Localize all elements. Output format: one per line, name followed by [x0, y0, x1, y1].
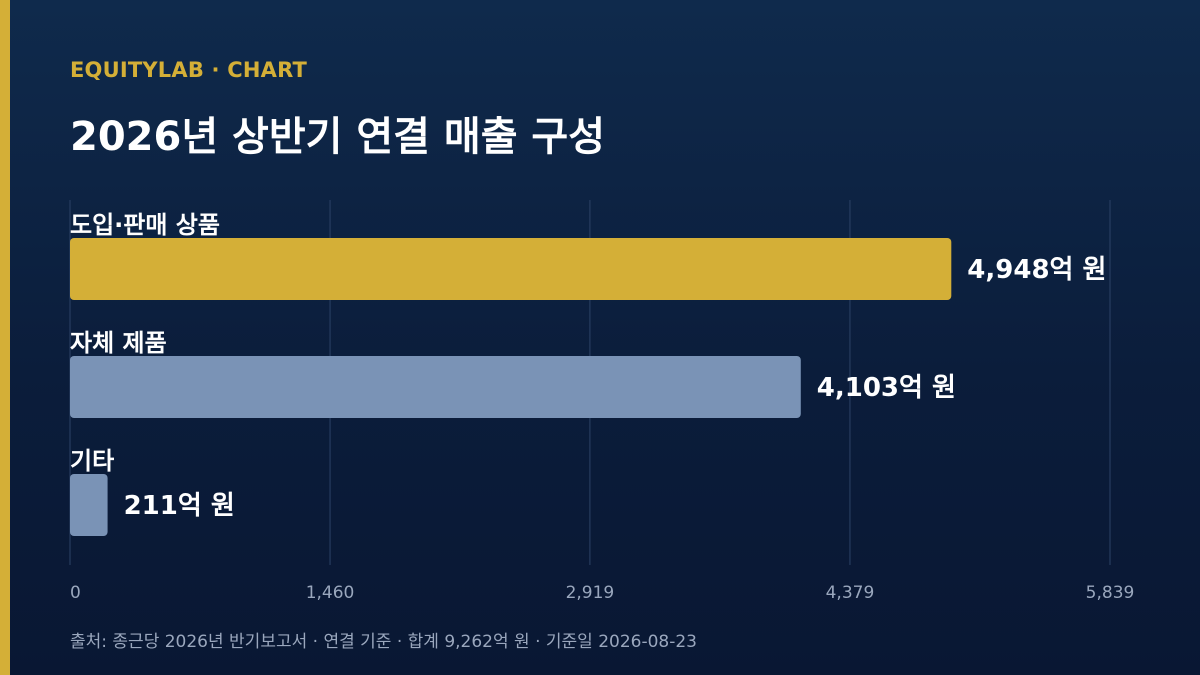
- bar: [70, 238, 952, 300]
- x-tick-label: 1,460: [306, 583, 355, 603]
- x-tick-label: 4,379: [826, 583, 875, 603]
- category-label: 도입·판매 상품: [70, 211, 220, 239]
- bar: [70, 474, 108, 536]
- source-footnote: 출처: 종근당 2026년 반기보고서 · 연결 기준 · 합계 9,262억 …: [70, 632, 697, 652]
- value-label: 4,103억 원: [817, 373, 956, 403]
- bars: 도입·판매 상품 4,948억 원자체 제품 4,103억 원기타 211억 원: [70, 211, 1106, 536]
- brand-kicker: EQUITYLAB · CHART: [70, 58, 308, 82]
- accent-bar: [0, 0, 10, 675]
- value-label: 4,948억 원: [967, 255, 1106, 285]
- page-title: 2026년 상반기 연결 매출 구성: [70, 114, 606, 160]
- value-label: 211억 원: [124, 491, 235, 521]
- category-label: 자체 제품: [70, 329, 167, 357]
- x-tick-label: 5,839: [1086, 583, 1135, 603]
- bar: [70, 356, 801, 418]
- x-tick-label: 2,919: [566, 583, 615, 603]
- x-tick-label: 0: [70, 583, 81, 603]
- category-label: 기타: [70, 447, 114, 475]
- x-axis-ticks: 0 1,460 2,919 4,379 5,839: [70, 583, 1134, 603]
